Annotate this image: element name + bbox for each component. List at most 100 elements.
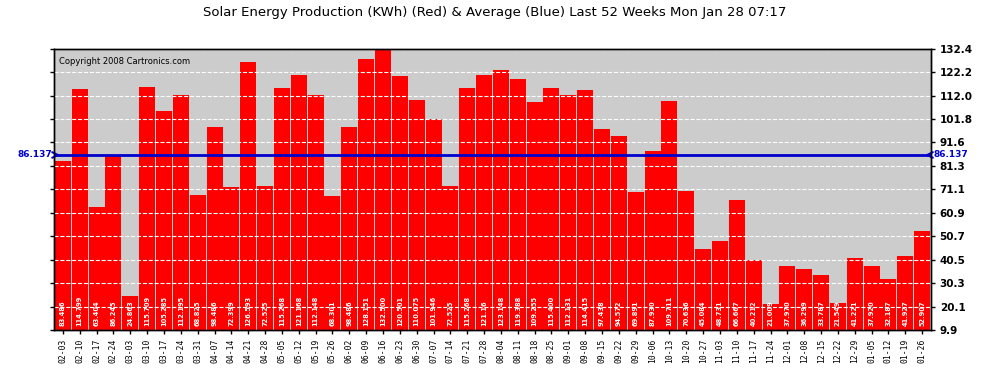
Text: 66.667: 66.667 [734,301,740,326]
Bar [779,266,795,353]
Bar [611,136,627,353]
Bar [628,192,644,353]
Text: 40.212: 40.212 [750,301,756,326]
Text: 86.245: 86.245 [111,301,117,326]
Text: 132.500: 132.500 [380,296,386,326]
Text: 86.137: 86.137 [934,150,968,159]
Bar [140,87,155,353]
Text: 115.709: 115.709 [145,296,150,326]
Text: 21.009: 21.009 [767,301,773,326]
Bar [459,88,475,353]
Text: 112.195: 112.195 [178,296,184,326]
Bar [123,296,139,353]
Bar [661,101,677,353]
Bar [88,207,105,353]
Text: 119.388: 119.388 [515,296,521,326]
Bar [358,58,374,353]
Text: 97.438: 97.438 [599,301,605,326]
Text: 36.299: 36.299 [801,301,807,326]
Text: 83.486: 83.486 [59,301,66,326]
Text: 112.131: 112.131 [565,296,571,326]
Text: 128.151: 128.151 [363,296,369,326]
Bar [897,256,914,353]
Bar [325,196,341,353]
Bar [594,129,610,353]
Text: 110.075: 110.075 [414,296,420,326]
Bar [392,76,408,353]
Bar [308,95,324,353]
Bar [476,75,492,353]
Text: 32.187: 32.187 [885,301,891,326]
Text: 98.486: 98.486 [212,301,218,326]
Bar [207,127,223,353]
Text: 70.636: 70.636 [683,301,689,326]
Text: 33.787: 33.787 [818,301,824,326]
Text: 126.593: 126.593 [246,296,251,326]
Text: Solar Energy Production (KWh) (Red) & Average (Blue) Last 52 Weeks Mon Jan 28 07: Solar Energy Production (KWh) (Red) & Av… [203,6,787,19]
Text: 112.148: 112.148 [313,296,319,326]
Text: 68.301: 68.301 [330,301,336,326]
Bar [880,279,897,353]
Bar [544,88,559,353]
Text: 120.501: 120.501 [397,296,403,326]
Text: 123.148: 123.148 [498,296,504,326]
Bar [560,95,576,353]
Bar [644,151,660,353]
Text: 72.399: 72.399 [229,301,235,326]
Bar [813,275,829,353]
Bar [914,231,931,353]
Text: 69.891: 69.891 [633,301,639,326]
Bar [409,100,425,353]
Text: 94.572: 94.572 [616,301,622,326]
Text: 121.16: 121.16 [481,301,487,326]
Bar [105,155,122,353]
Bar [224,186,240,353]
Text: 109.255: 109.255 [532,296,538,326]
Text: 52.907: 52.907 [919,301,926,326]
Text: 115.268: 115.268 [464,296,470,326]
Bar [695,249,711,353]
Text: 68.825: 68.825 [195,301,201,326]
Bar [678,190,694,353]
Bar [71,89,88,353]
Bar [712,241,728,353]
Bar [241,62,256,353]
Bar [375,48,391,353]
Text: 41.221: 41.221 [851,301,857,326]
Text: 87.930: 87.930 [649,301,655,326]
Text: 41.927: 41.927 [902,301,909,326]
Text: 101.946: 101.946 [431,296,437,326]
Text: 86.137: 86.137 [17,150,51,159]
Bar [54,161,71,353]
Text: 48.731: 48.731 [717,301,723,326]
Text: 98.486: 98.486 [346,301,352,326]
Bar [426,118,442,353]
Text: 45.084: 45.084 [700,301,706,326]
Bar [577,90,593,353]
Text: 115.268: 115.268 [279,296,285,326]
Bar [443,186,458,353]
Bar [493,70,509,353]
Bar [863,266,880,353]
Bar [190,195,206,353]
Bar [745,260,761,353]
Text: 21.549: 21.549 [835,301,841,326]
Text: 109.711: 109.711 [666,296,672,326]
Text: 24.863: 24.863 [128,301,134,326]
Text: Copyright 2008 Cartronics.com: Copyright 2008 Cartronics.com [58,57,190,66]
Text: 114.415: 114.415 [582,296,588,326]
Text: 105.285: 105.285 [161,296,167,326]
Bar [291,75,307,353]
Text: 115.400: 115.400 [548,296,554,326]
Bar [527,102,543,353]
Bar [342,127,357,353]
Text: 72.525: 72.525 [447,301,453,326]
Text: 114.799: 114.799 [76,296,83,326]
Bar [173,95,189,353]
Bar [830,303,845,353]
Bar [846,258,862,353]
Text: 37.970: 37.970 [784,301,790,326]
Bar [796,269,812,353]
Bar [257,186,273,353]
Bar [156,111,172,353]
